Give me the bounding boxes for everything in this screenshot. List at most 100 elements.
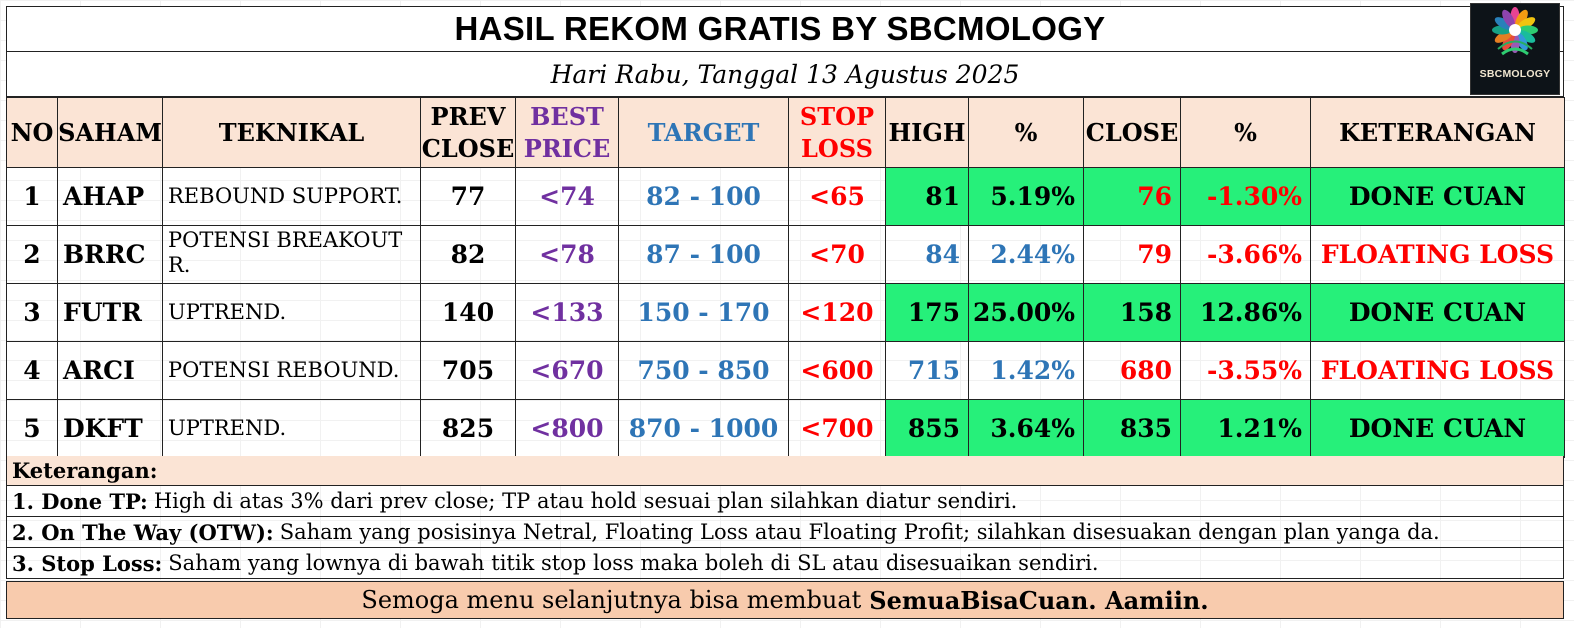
cell-best-price: <78 (515, 225, 619, 284)
footer-banner: Semoga menu selanjutnya bisa membuat Sem… (6, 581, 1564, 619)
cell-prev-close: 82 (420, 225, 516, 284)
cell-saham: FUTR (57, 283, 163, 342)
logo-label: SBCMOLOGY (1479, 68, 1551, 80)
cell-target: 87 - 100 (618, 225, 789, 284)
col-header-saham: SAHAM (57, 97, 163, 168)
stop-loss-line2: LOSS (801, 133, 873, 163)
cell-pct-close: 1.21% (1180, 399, 1311, 458)
cell-stop-loss: <700 (788, 399, 886, 458)
cell-pct-high: 2.44% (968, 225, 1084, 284)
col-header-pct-close: % (1180, 97, 1311, 168)
cell-stop-loss: <65 (788, 167, 886, 226)
table-row: 4 ARCI POTENSI REBOUND. 705 <670 750 - 8… (6, 341, 1565, 400)
note-item: 1. Done TP: High di atas 3% dari prev cl… (6, 486, 1564, 517)
cell-pct-close: 12.86% (1180, 283, 1311, 342)
note-label: 1. Done TP: (12, 488, 148, 514)
table-row: 1 AHAP REBOUND SUPPORT. 77 <74 82 - 100 … (6, 167, 1565, 226)
cell-prev-close: 825 (420, 399, 516, 458)
flower-logo-icon (1492, 7, 1538, 56)
note-text: Saham yang lownya di bawah titik stop lo… (168, 551, 1099, 575)
recommendation-table: NO SAHAM TEKNIKAL PREV CLOSE BEST PRICE TA… (6, 97, 1565, 458)
cell-saham: AHAP (57, 167, 163, 226)
page-subtitle: Hari Rabu, Tanggal 13 Agustus 2025 (6, 51, 1564, 97)
col-header-prev-close: PREV CLOSE (420, 97, 516, 168)
cell-prev-close: 705 (420, 341, 516, 400)
cell-high: 715 (885, 341, 969, 400)
cell-close: 79 (1083, 225, 1181, 284)
cell-keterangan: DONE CUAN (1310, 399, 1565, 458)
cell-target: 150 - 170 (618, 283, 789, 342)
best-price-line1: BEST (530, 102, 604, 132)
note-text: High di atas 3% dari prev close; TP atau… (153, 489, 1018, 513)
note-item: 2. On The Way (OTW): Saham yang posisiny… (6, 517, 1564, 548)
cell-close: 158 (1083, 283, 1181, 342)
col-header-target: TARGET (618, 97, 789, 168)
notes-section: Keterangan: 1. Done TP: High di atas 3% … (6, 456, 1564, 579)
cell-close: 835 (1083, 399, 1181, 458)
cell-no: 2 (6, 225, 58, 284)
cell-target: 750 - 850 (618, 341, 789, 400)
col-header-close: CLOSE (1083, 97, 1181, 168)
cell-pct-close: -3.66% (1180, 225, 1311, 284)
prev-close-line1: PREV (430, 102, 506, 132)
cell-target: 82 - 100 (618, 167, 789, 226)
cell-best-price: <670 (515, 341, 619, 400)
cell-keterangan: DONE CUAN (1310, 167, 1565, 226)
cell-high: 81 (885, 167, 969, 226)
cell-stop-loss: <120 (788, 283, 886, 342)
col-header-pct-high: % (968, 97, 1084, 168)
note-item: 3. Stop Loss: Saham yang lownya di bawah… (6, 548, 1564, 579)
col-header-high: HIGH (885, 97, 969, 168)
col-header-keterangan: KETERANGAN (1310, 97, 1565, 168)
cell-pct-high: 3.64% (968, 399, 1084, 458)
cell-prev-close: 77 (420, 167, 516, 226)
cell-high: 175 (885, 283, 969, 342)
note-label: 3. Stop Loss: (12, 550, 163, 576)
cell-best-price: <74 (515, 167, 619, 226)
cell-no: 3 (6, 283, 58, 342)
cell-no: 5 (6, 399, 58, 458)
cell-pct-close: -1.30% (1180, 167, 1311, 226)
cell-stop-loss: <600 (788, 341, 886, 400)
prev-close-line2: CLOSE (421, 133, 515, 163)
footer-bold: SemuaBisaCuan. Aamiin. (869, 585, 1209, 615)
table-row: 3 FUTR UPTREND. 140 <133 150 - 170 <120 … (6, 283, 1565, 342)
cell-pct-high: 25.00% (968, 283, 1084, 342)
note-text: Saham yang posisinya Netral, Floating Lo… (279, 520, 1440, 544)
table-row: 2 BRRC POTENSI BREAKOUT R. 82 <78 87 - 1… (6, 225, 1565, 284)
table-row: 5 DKFT UPTREND. 825 <800 870 - 1000 <700… (6, 399, 1565, 458)
col-header-best-price: BEST PRICE (515, 97, 619, 168)
note-label: 2. On The Way (OTW): (12, 519, 274, 545)
cell-teknikal: REBOUND SUPPORT. (162, 167, 421, 226)
cell-no: 4 (6, 341, 58, 400)
cell-high: 84 (885, 225, 969, 284)
cell-saham: BRRC (57, 225, 163, 284)
notes-header: Keterangan: (6, 456, 1564, 486)
sbcmology-logo: SBCMOLOGY (1470, 3, 1560, 95)
cell-prev-close: 140 (420, 283, 516, 342)
cell-keterangan: DONE CUAN (1310, 283, 1565, 342)
stop-loss-line1: STOP (799, 102, 875, 132)
table-header-row: NO SAHAM TEKNIKAL PREV CLOSE BEST PRICE TA… (6, 97, 1565, 168)
cell-best-price: <800 (515, 399, 619, 458)
footer-text: Semoga menu selanjutnya bisa membuat (361, 586, 862, 614)
cell-teknikal: POTENSI REBOUND. (162, 341, 421, 400)
page-title: HASIL REKOM GRATIS BY SBCMOLOGY (6, 6, 1564, 52)
col-header-no: NO (6, 97, 58, 168)
cell-no: 1 (6, 167, 58, 226)
cell-teknikal: UPTREND. (162, 399, 421, 458)
cell-stop-loss: <70 (788, 225, 886, 284)
cell-pct-high: 1.42% (968, 341, 1084, 400)
cell-best-price: <133 (515, 283, 619, 342)
cell-target: 870 - 1000 (618, 399, 789, 458)
cell-teknikal: UPTREND. (162, 283, 421, 342)
best-price-line2: PRICE (523, 133, 611, 163)
cell-close: 76 (1083, 167, 1181, 226)
cell-teknikal: POTENSI BREAKOUT R. (162, 225, 421, 284)
cell-keterangan: FLOATING LOSS (1310, 341, 1565, 400)
cell-close: 680 (1083, 341, 1181, 400)
cell-keterangan: FLOATING LOSS (1310, 225, 1565, 284)
cell-saham: DKFT (57, 399, 163, 458)
cell-pct-high: 5.19% (968, 167, 1084, 226)
